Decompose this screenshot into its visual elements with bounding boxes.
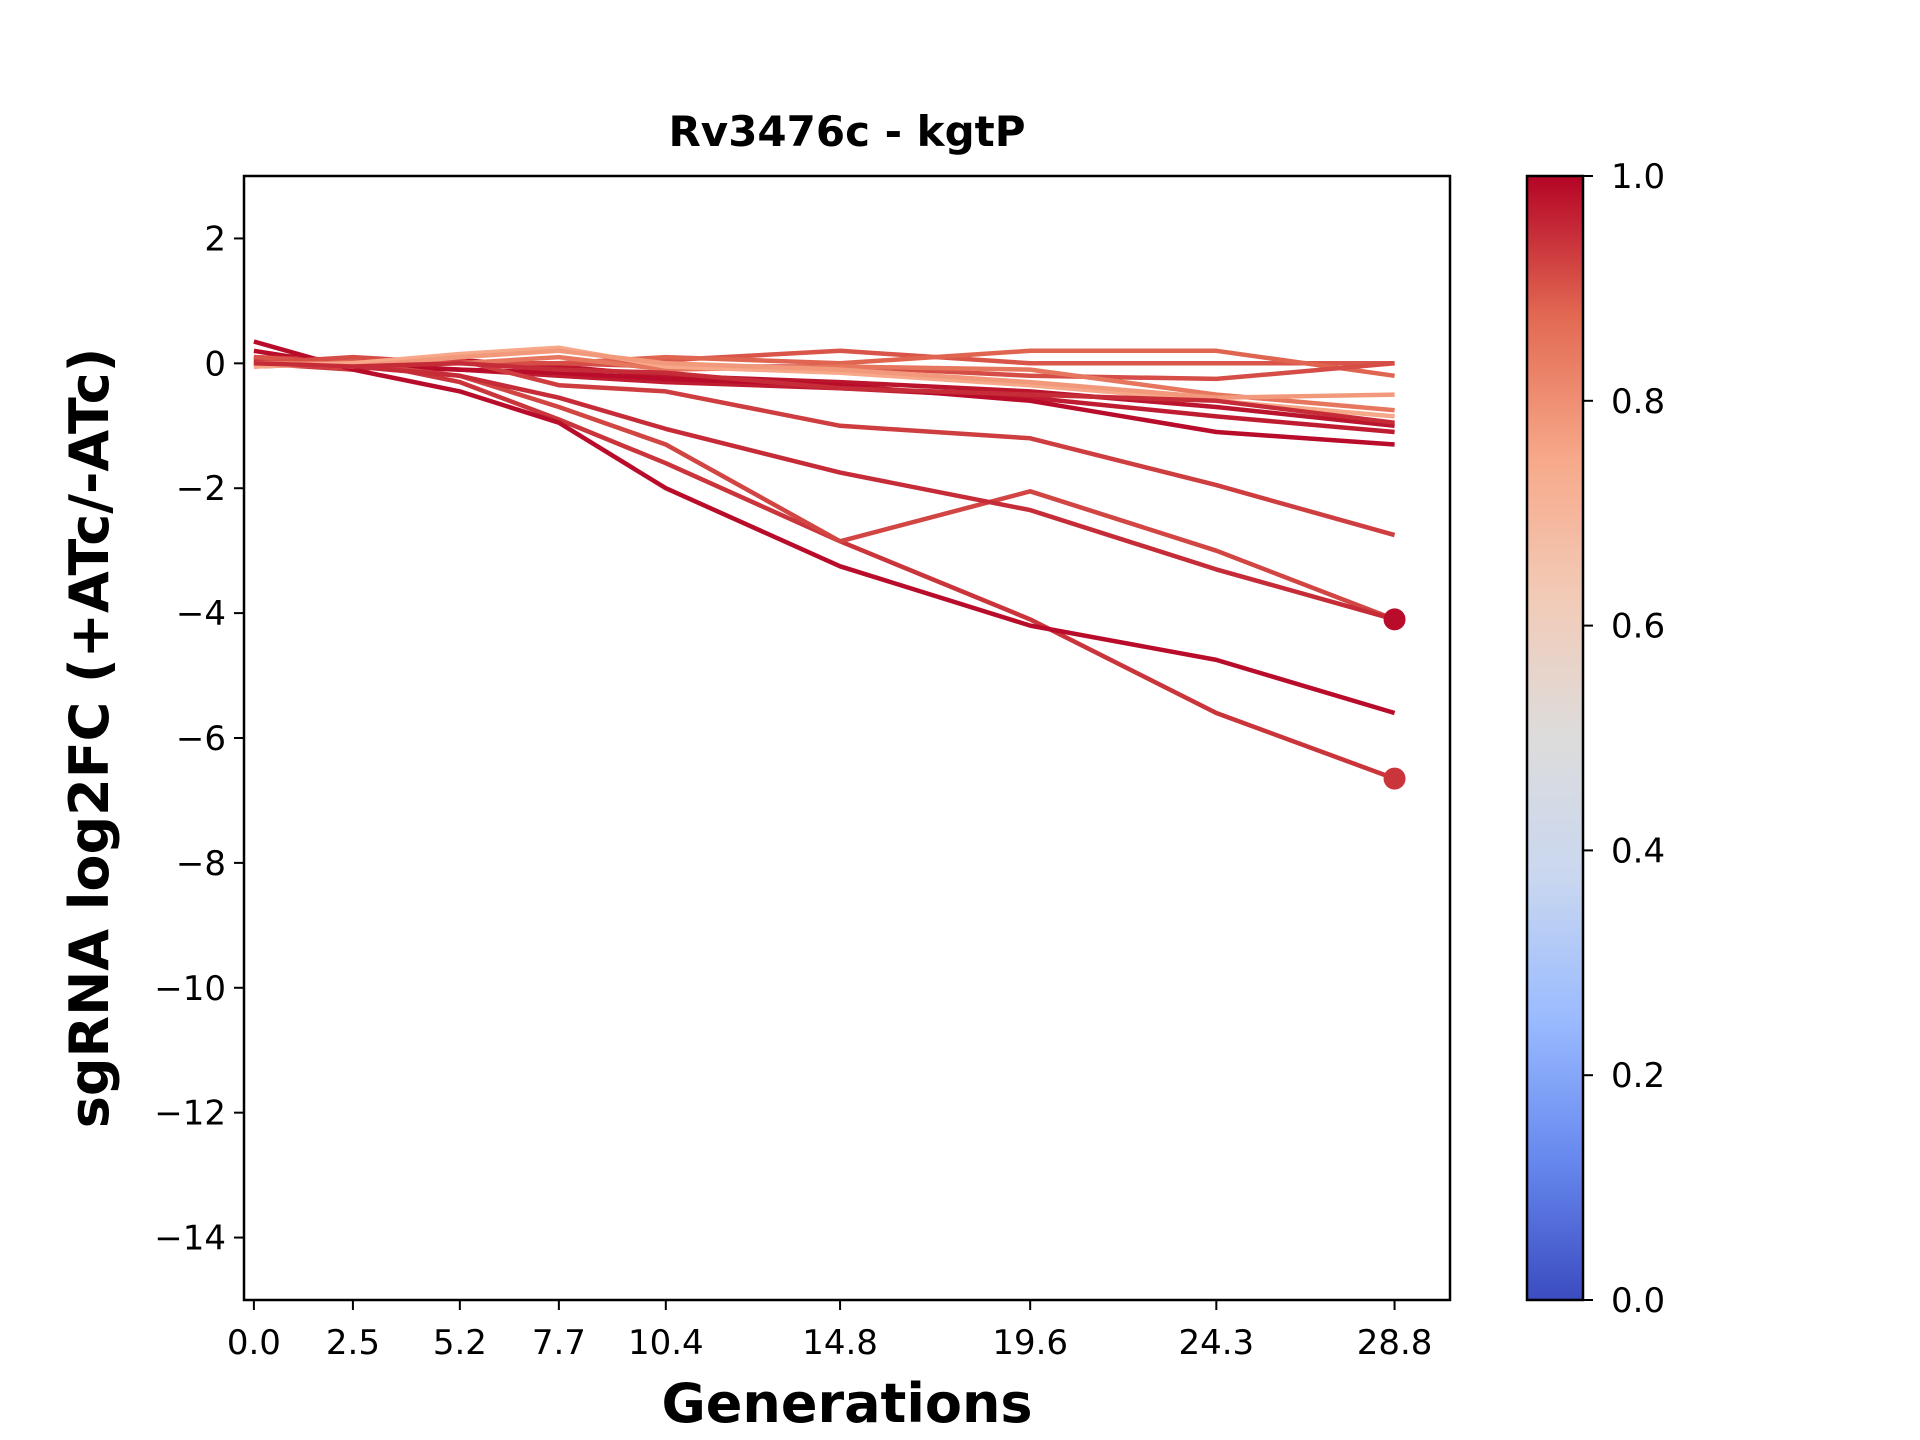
y-tick-label: −6: [176, 719, 226, 759]
y-axis: 2 0 −2 −4 −6 −8 −10 −12 −14: [154, 219, 244, 1259]
colorbar-tick-label: 0.2: [1611, 1056, 1665, 1096]
colorbar-tick-label: 1.0: [1611, 157, 1665, 197]
series-line-8: [253, 339, 1396, 716]
series-line-7: [253, 357, 1396, 622]
series-line-5: [253, 354, 1396, 781]
end-marker-1: [1383, 608, 1406, 631]
x-tick-label: 5.2: [433, 1323, 487, 1363]
x-tick-label: 19.6: [992, 1323, 1068, 1363]
y-tick-label: −4: [176, 594, 226, 634]
y-tick-label: −10: [154, 969, 226, 1009]
x-tick-label: 10.4: [628, 1323, 704, 1363]
x-tick-label: 14.8: [802, 1323, 878, 1363]
y-tick-label: −8: [176, 844, 226, 884]
y-tick-label: −12: [154, 1094, 226, 1134]
y-tick-label: −14: [154, 1219, 226, 1259]
colorbar: [1525, 174, 1585, 1302]
series-layer: [253, 339, 1396, 781]
series-line-15: [253, 361, 1395, 425]
series-line-13: [253, 345, 1395, 419]
marker-layer: [1383, 608, 1406, 790]
x-axis: 0.0 2.5 5.2 7.7 10.4 14.8 19.6 24.3 28.8: [227, 1300, 1433, 1363]
y-tick-label: −2: [176, 469, 226, 509]
colorbar-axis: 0.0 0.2 0.4 0.6 0.8 1.0: [1583, 157, 1665, 1321]
y-tick-label: 0: [204, 344, 226, 384]
end-marker-2: [1383, 767, 1406, 790]
colorbar-tick-label: 0.6: [1611, 607, 1665, 647]
y-tick-label: 2: [204, 219, 226, 259]
x-tick-label: 28.8: [1357, 1323, 1433, 1363]
x-tick-label: 24.3: [1178, 1323, 1254, 1363]
x-axis-label: Generations: [661, 1372, 1032, 1435]
x-tick-label: 2.5: [326, 1323, 380, 1363]
plot-frame: [242, 174, 1452, 1302]
x-tick-label: 0.0: [227, 1323, 281, 1363]
chart-title: Rv3476c - kgtP: [668, 107, 1025, 156]
colorbar-tick-label: 0.0: [1611, 1281, 1665, 1321]
x-tick-label: 7.7: [532, 1323, 586, 1363]
y-axis-label: sgRNA log2FC (+ATc/-ATc): [58, 348, 121, 1129]
colorbar-tick-label: 0.4: [1611, 831, 1665, 871]
colorbar-tick-label: 0.8: [1611, 382, 1665, 422]
